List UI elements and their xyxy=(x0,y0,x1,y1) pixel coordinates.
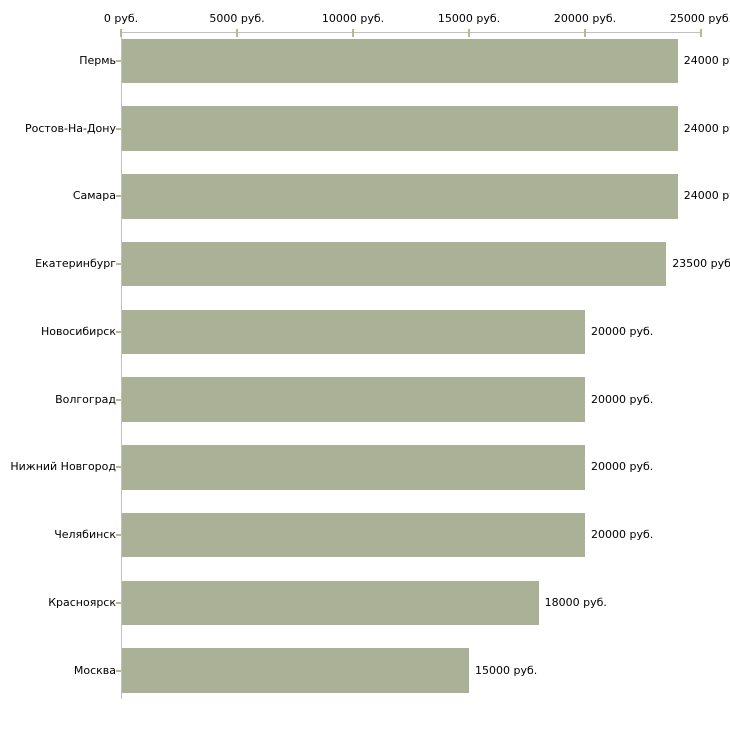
x-tick-mark xyxy=(236,28,238,37)
y-axis-line xyxy=(121,32,122,699)
bar xyxy=(122,309,585,354)
value-label: 20000 руб. xyxy=(591,528,654,541)
category-label: Пермь xyxy=(79,53,116,67)
y-tick-mark xyxy=(116,534,121,536)
y-tick-mark xyxy=(116,669,121,672)
y-tick-mark xyxy=(116,195,121,198)
value-label: 18000 руб. xyxy=(544,595,607,609)
value-label: 20000 руб. xyxy=(591,324,654,338)
bar xyxy=(122,174,678,219)
value-label: 15000 руб. xyxy=(475,663,538,677)
x-tick-mark xyxy=(584,28,586,37)
y-tick-mark xyxy=(116,466,121,469)
x-tick-mark xyxy=(700,28,702,37)
x-axis-line xyxy=(121,32,702,33)
x-tick-mark xyxy=(468,28,470,37)
bar xyxy=(122,241,667,287)
category-label: Самара xyxy=(72,189,116,203)
category-label: Волгоград xyxy=(55,392,116,406)
x-tick-label: 25000 руб. xyxy=(669,12,730,25)
category-label: Москва xyxy=(73,663,116,677)
value-label: 20000 руб. xyxy=(591,460,654,474)
value-label: 24000 руб. xyxy=(683,53,730,67)
y-tick-mark xyxy=(116,601,121,604)
y-tick-mark xyxy=(116,398,121,401)
y-tick-mark xyxy=(116,127,121,130)
bar xyxy=(122,377,585,422)
y-tick-mark xyxy=(116,330,121,333)
y-tick-mark xyxy=(116,263,121,265)
value-label: 24000 руб. xyxy=(683,121,730,135)
value-label: 20000 руб. xyxy=(591,392,654,406)
y-tick-mark xyxy=(116,59,121,62)
category-label: Екатеринбург xyxy=(35,257,116,270)
value-label: 23500 руб. xyxy=(672,257,730,270)
value-label: 24000 руб. xyxy=(683,189,730,203)
x-tick-label: 10000 руб. xyxy=(321,12,385,25)
category-label: Нижний Новгород xyxy=(10,460,116,474)
bar xyxy=(122,512,585,558)
x-tick-label: 15000 руб. xyxy=(437,12,501,25)
x-tick-mark xyxy=(120,28,122,37)
x-tick-label: 0 руб. xyxy=(103,12,139,25)
category-label: Челябинск xyxy=(54,528,116,541)
bar xyxy=(122,648,469,693)
x-tick-label: 20000 руб. xyxy=(553,12,617,25)
category-label: Красноярск xyxy=(48,595,116,609)
bar xyxy=(122,38,678,83)
category-label: Новосибирск xyxy=(40,324,116,338)
category-label: Ростов-На-Дону xyxy=(24,121,116,135)
x-tick-mark xyxy=(352,28,354,37)
x-tick-label: 5000 руб. xyxy=(209,12,265,25)
bar xyxy=(122,580,539,625)
bar xyxy=(122,445,585,490)
bar xyxy=(122,106,678,151)
